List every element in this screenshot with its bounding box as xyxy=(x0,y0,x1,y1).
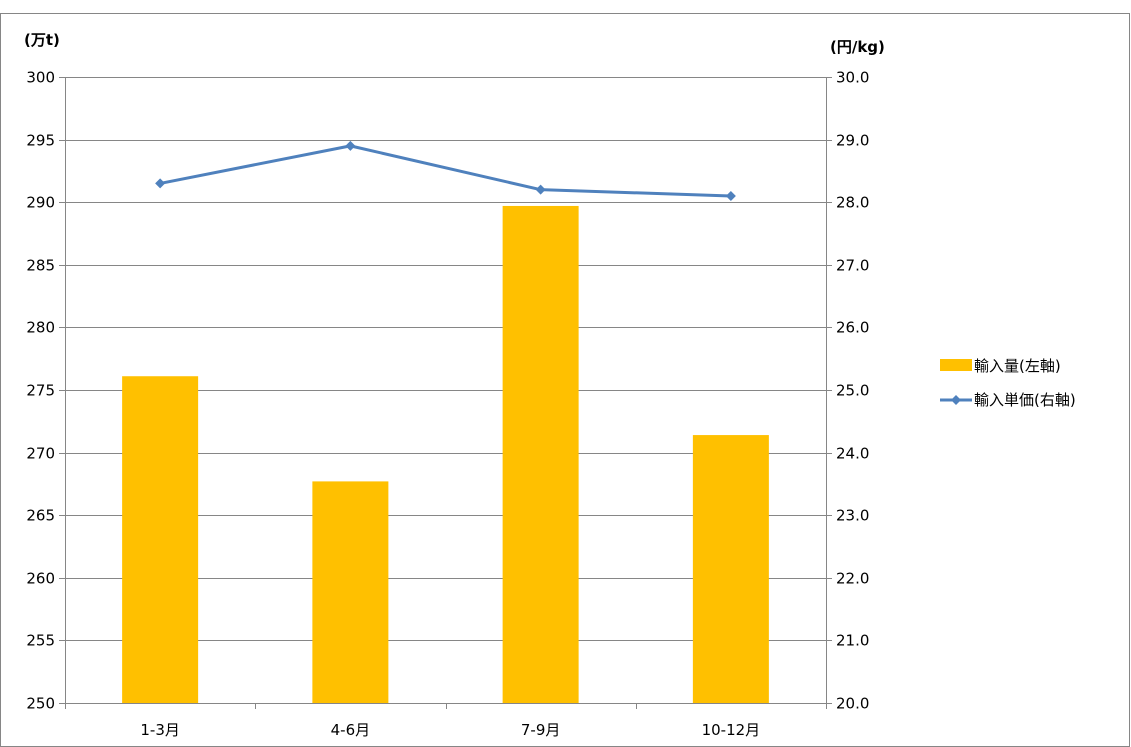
right-axis-tick-label: 27.0 xyxy=(836,257,869,275)
bar xyxy=(502,205,579,703)
left-axis-tick-label: 300 xyxy=(26,69,55,87)
legend-label-bar: 輸入量(左軸) xyxy=(974,357,1061,375)
line-series-path xyxy=(159,144,731,198)
right-axis-unit-label: (円/kg) xyxy=(830,38,885,56)
right-axis-tick-label: 24.0 xyxy=(836,445,869,463)
left-axis-tick-label: 255 xyxy=(26,632,55,650)
x-axis-category-label: 7-9月 xyxy=(521,721,561,739)
right-axis-tick-label: 29.0 xyxy=(836,132,869,150)
right-axis-tick-label: 21.0 xyxy=(836,632,869,650)
line-point-marker xyxy=(155,178,166,189)
line-point-marker xyxy=(535,184,546,195)
line-series-group xyxy=(155,140,736,201)
left-axis-tick-label: 290 xyxy=(26,194,55,212)
legend: 輸入量(左軸) 輸入単価(右軸) xyxy=(940,357,1076,409)
left-axis-tick-label: 295 xyxy=(26,132,55,150)
line-point-marker xyxy=(345,140,356,151)
x-axis-category-label: 4-6月 xyxy=(331,721,371,739)
axes xyxy=(59,77,832,709)
right-axis-tick-label: 26.0 xyxy=(836,319,869,337)
right-axis-tick-label: 30.0 xyxy=(836,69,869,87)
left-axis-tick-label: 285 xyxy=(26,257,55,275)
left-axis-tick-label: 250 xyxy=(26,695,55,713)
legend-swatch-marker xyxy=(951,395,961,405)
axis-labels: 250 255 260 265 270 275 280 285 290 295 300 20.0 21.… xyxy=(26,69,869,740)
right-axis-tick-label: 25.0 xyxy=(836,382,869,400)
bar xyxy=(692,435,769,703)
right-axis-tick-label: 23.0 xyxy=(836,507,869,525)
bar xyxy=(122,376,199,703)
line-point-marker xyxy=(725,190,736,201)
left-axis-tick-label: 265 xyxy=(26,507,55,525)
legend-swatch-bar xyxy=(940,359,972,371)
left-axis-unit-label: (万t) xyxy=(24,31,60,49)
left-axis-tick-label: 260 xyxy=(26,570,55,588)
legend-label-line: 輸入単価(右軸) xyxy=(974,391,1076,409)
bar xyxy=(312,481,389,703)
left-axis-tick-label: 275 xyxy=(26,382,55,400)
right-axis-tick-label: 20.0 xyxy=(836,695,869,713)
x-axis-category-label: 10-12月 xyxy=(702,721,761,739)
right-axis-tick-label: 22.0 xyxy=(836,570,869,588)
bar-series-group xyxy=(122,205,769,703)
left-axis-tick-label: 280 xyxy=(26,319,55,337)
left-axis-tick-label: 270 xyxy=(26,445,55,463)
x-axis-category-label: 1-3月 xyxy=(140,721,180,739)
right-axis-tick-label: 28.0 xyxy=(836,194,869,212)
